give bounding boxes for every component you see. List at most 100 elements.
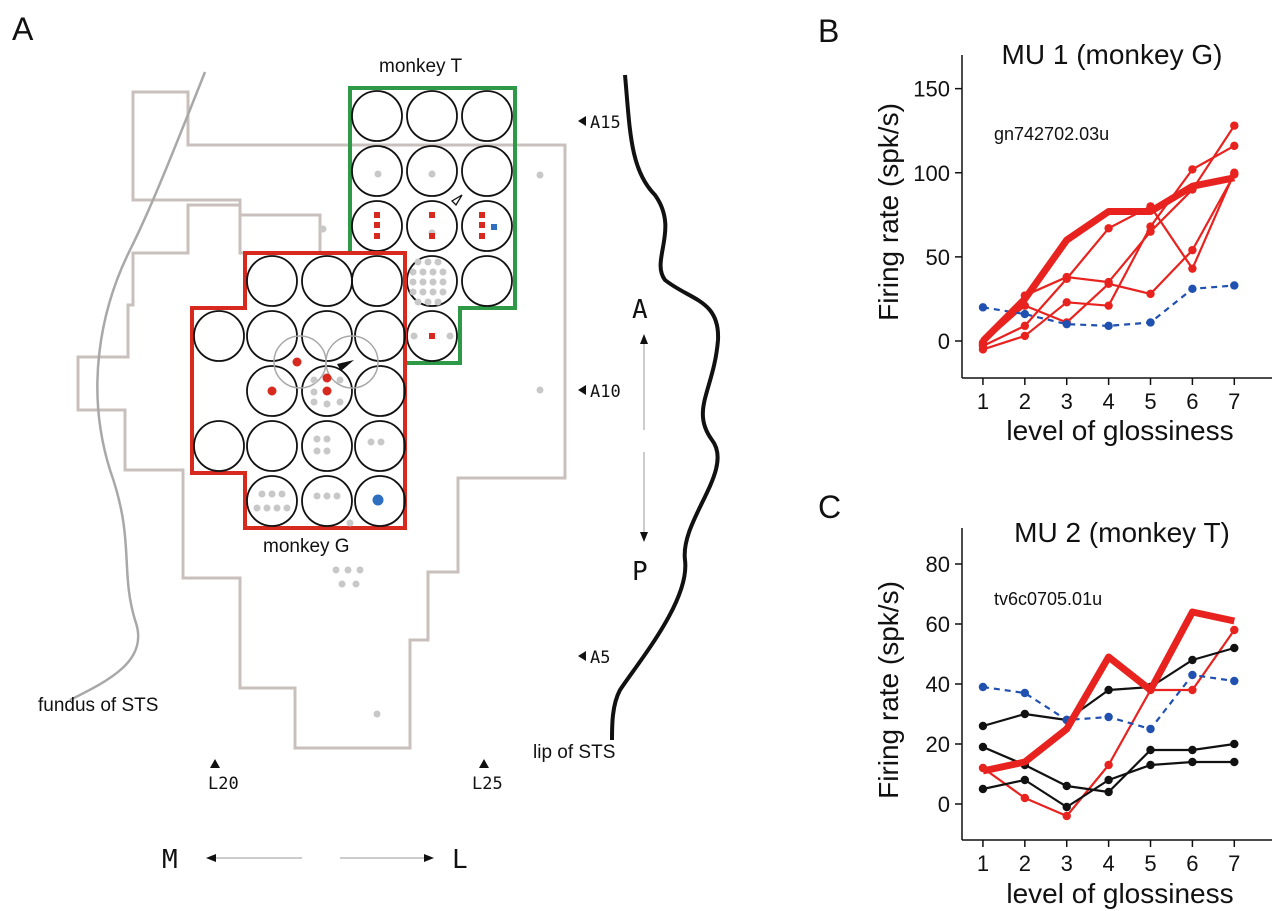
- chart-b-ytick-label: 100: [913, 161, 950, 186]
- chart-c-point: [1188, 670, 1197, 680]
- chart-b-xtick-label: 6: [1186, 389, 1198, 414]
- chamber-outline: [76, 90, 567, 750]
- chart-c-annotation: tv6c0705.01u: [994, 589, 1102, 609]
- chart-c-xtick-label: 4: [1102, 851, 1114, 876]
- chart-c-point: [1062, 811, 1071, 821]
- ml-arrow-head-left: [206, 854, 216, 862]
- chart-b-title: MU 1 (monkey G): [1002, 39, 1223, 70]
- chart-b-series-mean-line: [980, 174, 1235, 344]
- chart-c-ytick-label: 40: [926, 672, 950, 697]
- panel-b: B MU 1 (monkey G) gn742702.03u 050100150…: [818, 13, 1272, 446]
- chart-b-point: [1062, 319, 1071, 329]
- chart-b-point: [1188, 165, 1197, 174]
- dir-l-label: L: [452, 845, 468, 875]
- chart-c-point: [1230, 739, 1239, 749]
- ap-arrow-head-down: [640, 532, 648, 542]
- chart-b-point: [1062, 274, 1071, 283]
- chart-c-xtick-label: 2: [1019, 851, 1031, 876]
- chart-c-ytick-label: 80: [926, 552, 950, 577]
- dir-m-label: M: [162, 845, 178, 875]
- chart-c-point: [1146, 745, 1155, 755]
- chart-b-series-stimulus-line: [982, 144, 1235, 351]
- chart-b-point: [1104, 321, 1113, 331]
- chart-c-point: [978, 784, 988, 794]
- chart-b-xtick-label: 3: [1061, 389, 1073, 414]
- panel-a: A: [12, 11, 721, 875]
- chart-c-point: [1020, 793, 1030, 803]
- chart-b-point: [1230, 281, 1239, 290]
- chart-b-ytick-label: 0: [938, 329, 950, 354]
- chart-b-xtick-label: 5: [1144, 389, 1156, 414]
- chart-c-point: [1230, 757, 1239, 767]
- chart-b-xtick-label: 7: [1228, 389, 1240, 414]
- chart-c-point: [1230, 625, 1239, 635]
- chart-c-title: MU 2 (monkey T): [1014, 517, 1230, 548]
- overlap-wells: [273, 335, 379, 389]
- chart-b-point: [1104, 224, 1113, 233]
- chart-c-point: [1188, 757, 1197, 767]
- chart-c-point: [978, 721, 988, 731]
- ml-label-l20: L20: [208, 774, 239, 794]
- chart-c-xtick-label: 5: [1144, 851, 1156, 876]
- chart-c-ytick-label: 0: [938, 792, 950, 817]
- chart-b-point: [1020, 309, 1030, 319]
- chart-c-point: [1146, 724, 1155, 734]
- chart-b-point: [1146, 318, 1155, 327]
- chart-c-point: [1188, 745, 1197, 755]
- chart-c-point: [978, 742, 988, 752]
- chart-b-point: [1230, 141, 1239, 151]
- chart-c-point: [1104, 760, 1113, 770]
- chart-c-point: [1020, 709, 1030, 719]
- chart-b-ylabel: Firing rate (spk/s): [873, 103, 904, 321]
- chart-c-ytick-label: 60: [926, 612, 950, 637]
- ml-arrow-head-right: [424, 854, 434, 862]
- chart-b-point: [1230, 121, 1239, 130]
- chart-b-xtick-label: 1: [977, 389, 989, 414]
- chart-c-plot: 0 20 40 60 80 1 2 3 4 5 6 7: [926, 528, 1272, 876]
- ap-label-a10: A10: [590, 382, 621, 402]
- chart-b-point: [1104, 301, 1113, 310]
- chart-c-point: [1146, 760, 1155, 770]
- chart-b-point: [1104, 279, 1113, 288]
- chart-b-point: [1020, 321, 1030, 331]
- grey-sites: [253, 170, 544, 718]
- chart-b-series-stimulus-line: [982, 125, 1236, 346]
- panel-a-letter: A: [12, 11, 34, 47]
- monkey-t-label: monkey T: [379, 56, 462, 77]
- ml-label-l25: L25: [472, 774, 503, 794]
- chart-c-xlabel: level of glossiness: [1006, 878, 1233, 909]
- ap-marker-a15: [578, 116, 586, 126]
- chart-b-point: [1188, 245, 1197, 255]
- monkey-g-wells: [193, 255, 406, 527]
- chart-b-xlabel: level of glossiness: [1006, 415, 1233, 446]
- chart-c-point: [1020, 688, 1030, 698]
- chart-c-xtick-label: 7: [1228, 851, 1240, 876]
- chart-c-point: [1104, 787, 1113, 797]
- chart-c-point: [978, 682, 988, 692]
- chart-b-point: [1146, 222, 1155, 231]
- ap-marker-a5: [578, 651, 586, 661]
- dir-a-label: A: [632, 295, 648, 325]
- panel-c: C MU 2 (monkey T) tv6c0705.01u 0 20 40 60 80…: [818, 489, 1272, 909]
- fundus-label: fundus of STS: [38, 695, 158, 716]
- chart-b-xtick-label: 4: [1102, 389, 1114, 414]
- chart-c-series-mean-line: [982, 608, 1236, 775]
- open-triangle-marker: [450, 194, 463, 207]
- chart-b-point: [1188, 264, 1197, 273]
- lip-label: lip of STS: [533, 742, 615, 763]
- chart-b-ytick-label: 150: [913, 77, 950, 102]
- chart-c-point: [1230, 643, 1239, 653]
- chart-b-point: [1188, 284, 1197, 294]
- ap-arrow-head-up: [640, 334, 648, 344]
- nonselective-sites: [372, 224, 497, 506]
- panel-c-letter: C: [818, 489, 841, 525]
- dir-p-label: P: [632, 557, 648, 587]
- ap-label-a5: A5: [590, 648, 610, 668]
- lip-curve: [610, 74, 721, 741]
- chart-c-point: [1188, 655, 1197, 665]
- chart-c-point: [1104, 685, 1113, 695]
- chart-c-xtick-label: 3: [1061, 851, 1073, 876]
- chart-b-plot: 0 50 100 150 1 2 3 4 5 6 7: [913, 55, 1272, 414]
- chart-b-ytick-label: 50: [926, 245, 950, 270]
